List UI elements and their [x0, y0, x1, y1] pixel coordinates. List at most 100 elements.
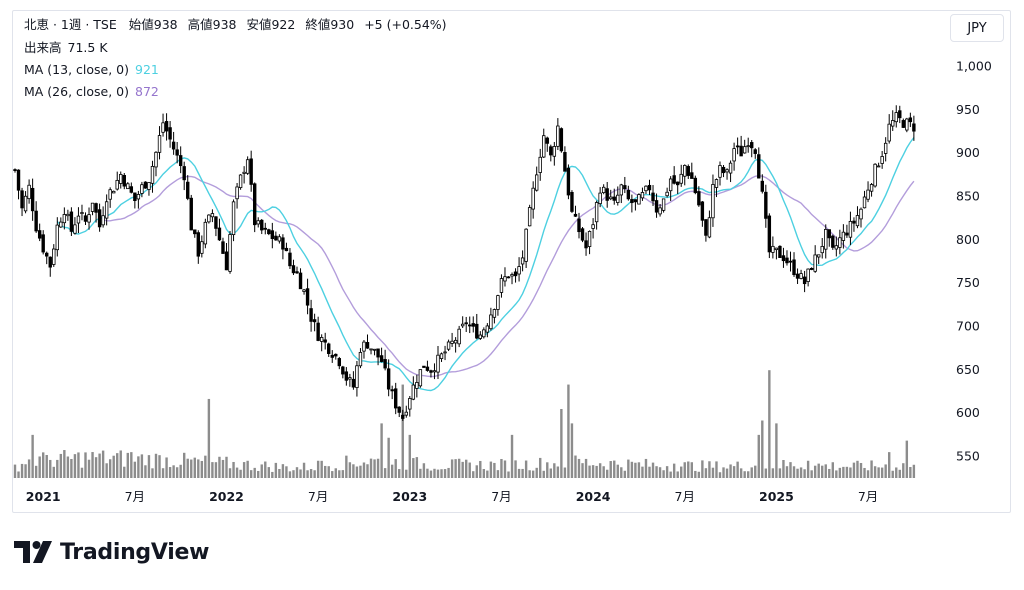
volume-bar	[38, 456, 41, 478]
y-axis[interactable]: 1,000 950 900 850 800 750 700 650 600 550	[956, 59, 992, 464]
candle	[200, 235, 204, 258]
volume-bar	[909, 467, 912, 478]
candle	[609, 189, 613, 201]
volume-bar	[130, 452, 133, 478]
ma1-label[interactable]: MA (13, close, 0)	[24, 62, 130, 77]
volume-bar	[369, 458, 373, 478]
tradingview-brand[interactable]: TradingView	[14, 536, 209, 568]
volume-label[interactable]: 出来高	[24, 40, 62, 55]
volume-bar	[52, 466, 55, 478]
volume-bar	[549, 468, 552, 478]
candle	[517, 257, 521, 282]
volume-bar	[267, 467, 270, 478]
volume-bar	[852, 462, 856, 478]
close-label: 終値	[305, 17, 331, 32]
candle	[432, 363, 437, 380]
volume-bar	[34, 465, 38, 478]
volume-bar	[468, 462, 471, 478]
candles	[13, 105, 916, 421]
ma2-label[interactable]: MA (26, close, 0)	[24, 84, 130, 99]
volume-bar	[137, 456, 140, 478]
x-tick-label: 7月	[491, 489, 511, 504]
candle	[468, 316, 472, 334]
candle	[182, 161, 186, 191]
volume-bar	[676, 471, 679, 478]
candle	[101, 206, 105, 228]
candle	[647, 179, 652, 195]
candle	[707, 210, 712, 239]
volume-bar	[390, 464, 394, 478]
candle	[531, 181, 535, 219]
ma-26-line	[102, 174, 915, 378]
volume-bar	[785, 466, 789, 478]
currency-button[interactable]: JPY	[950, 14, 1004, 42]
volume-bar	[581, 463, 584, 478]
candle	[263, 222, 267, 235]
candle	[129, 182, 134, 194]
volume-bar	[567, 384, 570, 478]
volume-bar	[493, 462, 496, 478]
candle	[164, 113, 169, 141]
symbol-line[interactable]: 北恵 · 1週 · TSE	[24, 17, 117, 32]
volume-bar	[884, 464, 887, 478]
volume-bar	[116, 453, 119, 478]
candle	[16, 169, 21, 200]
volume-bar	[281, 464, 285, 478]
volume-bar	[119, 450, 122, 478]
volume-bar	[768, 370, 771, 478]
volume-bar	[877, 467, 880, 478]
volume-bar	[813, 465, 817, 478]
candle	[327, 342, 331, 357]
y-tick-label: 600	[956, 405, 980, 420]
volume-bar	[274, 462, 278, 478]
volume-bar	[292, 470, 295, 478]
volume-bar	[80, 467, 84, 478]
candle	[802, 270, 807, 293]
volume-bar	[796, 468, 799, 478]
candle	[665, 187, 669, 198]
candle	[891, 110, 895, 131]
candle	[781, 247, 786, 268]
candle	[309, 299, 313, 332]
candle	[591, 218, 595, 239]
volume-bar	[63, 450, 66, 478]
volume-bar	[299, 469, 302, 478]
volume-bar	[98, 453, 101, 478]
volume-bar	[560, 409, 563, 478]
volume-bar	[863, 467, 866, 478]
candle	[401, 409, 405, 421]
candle	[422, 365, 426, 368]
volume-bar	[588, 465, 591, 478]
candle	[542, 128, 546, 159]
candle	[464, 316, 468, 333]
x-axis[interactable]: 2021 7月 2022 7月 2023 7月 2024 7月 2025 7月	[26, 489, 878, 504]
candle	[524, 228, 528, 268]
candle	[351, 371, 356, 390]
volume-bar	[602, 466, 605, 478]
volume-bar	[101, 450, 105, 478]
volume-bar	[662, 470, 665, 478]
volume-bar	[331, 471, 334, 478]
candle	[771, 236, 775, 259]
candle	[214, 216, 218, 237]
candle	[718, 161, 722, 186]
candle	[122, 173, 126, 190]
candle	[549, 144, 553, 162]
candle	[386, 359, 391, 397]
volume-bar	[271, 471, 274, 478]
candle	[27, 179, 31, 204]
volume-bar	[514, 460, 517, 478]
volume-bar	[895, 467, 898, 478]
candle	[196, 230, 200, 264]
volume-bar	[870, 460, 873, 478]
volume-bar	[888, 452, 891, 478]
candle	[697, 186, 701, 207]
brand-name: TradingView	[60, 539, 210, 565]
candle	[750, 140, 754, 158]
candle	[788, 251, 793, 272]
ma2-value: 872	[135, 84, 159, 99]
candle	[393, 382, 398, 415]
candle	[774, 247, 779, 260]
candle	[62, 207, 67, 230]
